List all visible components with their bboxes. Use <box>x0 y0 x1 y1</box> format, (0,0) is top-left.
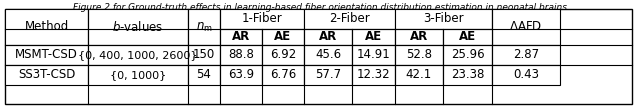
Text: 52.8: 52.8 <box>406 49 432 61</box>
Bar <box>443 29 492 45</box>
Bar <box>304 9 395 29</box>
Bar <box>492 65 560 85</box>
Bar <box>88 45 188 65</box>
Bar <box>262 45 304 65</box>
Text: 6.92: 6.92 <box>270 49 296 61</box>
Bar <box>5 45 88 65</box>
Bar <box>352 45 395 65</box>
Bar <box>88 65 188 85</box>
Text: MSMT-CSD: MSMT-CSD <box>15 49 78 61</box>
Bar <box>5 65 88 85</box>
Bar <box>304 65 352 85</box>
Text: $n_\mathrm{m}$: $n_\mathrm{m}$ <box>196 20 212 34</box>
Bar <box>395 45 443 65</box>
Text: 45.6: 45.6 <box>315 49 341 61</box>
Text: 1-Fiber: 1-Fiber <box>242 13 282 26</box>
Bar <box>262 65 304 85</box>
Bar <box>188 65 220 85</box>
Bar <box>262 29 304 45</box>
Bar <box>220 65 262 85</box>
Bar <box>492 45 560 65</box>
Text: 54: 54 <box>196 68 211 82</box>
Bar <box>395 29 443 45</box>
Text: AR: AR <box>232 31 250 43</box>
Text: $b$-values: $b$-values <box>113 20 164 34</box>
Text: $\Delta$AFD: $\Delta$AFD <box>509 20 543 33</box>
Bar <box>352 29 395 45</box>
Bar <box>304 29 352 45</box>
Text: 57.7: 57.7 <box>315 68 341 82</box>
Text: 88.8: 88.8 <box>228 49 254 61</box>
Text: 3-Fiber: 3-Fiber <box>423 13 464 26</box>
Bar <box>304 45 352 65</box>
Text: AR: AR <box>410 31 428 43</box>
Text: Method: Method <box>24 20 68 33</box>
Bar <box>188 45 220 65</box>
Text: {0, 1000}: {0, 1000} <box>110 70 166 80</box>
Text: SS3T-CSD: SS3T-CSD <box>18 68 75 82</box>
Text: 25.96: 25.96 <box>451 49 484 61</box>
Bar <box>220 9 304 29</box>
Bar <box>188 9 220 45</box>
Bar <box>395 65 443 85</box>
Text: 12.32: 12.32 <box>356 68 390 82</box>
Bar <box>88 9 188 45</box>
Text: 150: 150 <box>193 49 215 61</box>
Text: 63.9: 63.9 <box>228 68 254 82</box>
Text: Figure 2 for Ground-truth effects in learning-based fiber orientation distributi: Figure 2 for Ground-truth effects in lea… <box>73 3 567 12</box>
Text: 42.1: 42.1 <box>406 68 432 82</box>
Text: 2-Fiber: 2-Fiber <box>329 13 370 26</box>
Text: AE: AE <box>365 31 382 43</box>
Bar <box>5 9 632 104</box>
Text: AR: AR <box>319 31 337 43</box>
Text: 14.91: 14.91 <box>356 49 390 61</box>
Bar <box>5 9 88 45</box>
Bar <box>443 45 492 65</box>
Bar <box>443 65 492 85</box>
Text: 0.43: 0.43 <box>513 68 539 82</box>
Text: 6.76: 6.76 <box>270 68 296 82</box>
Bar <box>220 29 262 45</box>
Text: {0, 400, 1000, 2600}: {0, 400, 1000, 2600} <box>78 50 198 60</box>
Bar <box>352 65 395 85</box>
Bar <box>395 9 492 29</box>
Bar <box>220 45 262 65</box>
Text: 2.87: 2.87 <box>513 49 539 61</box>
Text: AE: AE <box>275 31 292 43</box>
Text: AE: AE <box>459 31 476 43</box>
Text: 23.38: 23.38 <box>451 68 484 82</box>
Bar <box>492 9 560 45</box>
